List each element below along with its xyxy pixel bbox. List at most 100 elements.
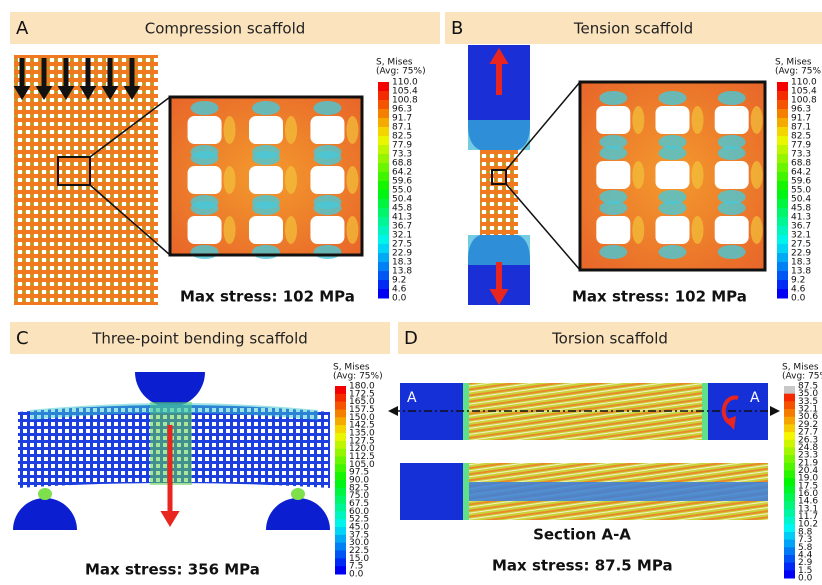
stress-mid — [224, 116, 236, 144]
stress-low — [599, 91, 627, 105]
stress-transition — [468, 235, 530, 265]
legend-swatch — [784, 463, 795, 471]
legend-swatch — [777, 163, 788, 173]
legend-swatch — [777, 181, 788, 191]
legend-swatch — [335, 535, 346, 543]
legend-swatch — [378, 163, 389, 173]
stress-low — [718, 91, 746, 105]
legend-swatch — [784, 563, 795, 571]
legend-swatch — [784, 509, 795, 517]
pore — [249, 166, 283, 194]
legend-swatch — [784, 470, 795, 478]
top-support — [135, 372, 205, 407]
legend-swatch — [335, 488, 346, 496]
legend-swatch — [777, 208, 788, 218]
stress-low — [252, 151, 280, 165]
pore — [656, 216, 690, 244]
legend-swatch — [784, 386, 795, 394]
legend-swatch — [378, 271, 389, 281]
legend-swatch — [378, 100, 389, 110]
legend-swatch — [335, 410, 346, 418]
stress-low — [252, 201, 280, 215]
legend-swatch — [378, 118, 389, 128]
legend-swatch — [378, 226, 389, 236]
legend-swatch — [378, 208, 389, 218]
pore — [596, 216, 630, 244]
stress-low — [599, 245, 627, 259]
panel-title: Compression scaffold — [145, 20, 306, 38]
arrow-head — [160, 511, 179, 527]
legend-swatch — [335, 433, 346, 441]
pore — [656, 161, 690, 189]
panel-letter: A — [16, 18, 29, 39]
legend-swatch — [784, 524, 795, 532]
legend-swatch — [777, 82, 788, 92]
legend-header: (Avg: 75%) — [782, 372, 822, 382]
legend-swatch — [335, 511, 346, 519]
legend-swatch — [777, 136, 788, 146]
legend-swatch — [777, 127, 788, 137]
panel-letter: C — [16, 328, 29, 349]
stress-low — [659, 201, 687, 215]
legend-swatch — [784, 486, 795, 494]
stress-low — [313, 245, 341, 259]
stress-mid — [751, 106, 763, 134]
stress-mid — [285, 166, 297, 194]
section-arrow — [770, 406, 780, 416]
legend-label: 0.0 — [349, 570, 364, 580]
stress-mid — [692, 106, 704, 134]
legend-swatch — [784, 540, 795, 548]
max-stress: Max stress: 356 MPa — [85, 561, 260, 579]
stress-low — [313, 151, 341, 165]
section-arrow — [388, 406, 398, 416]
legend-swatch — [378, 154, 389, 164]
legend-swatch — [378, 244, 389, 254]
legend-swatch — [378, 82, 389, 92]
legend-swatch — [335, 519, 346, 527]
section-mark: A — [407, 390, 417, 406]
legend-swatch — [335, 543, 346, 551]
legend-label: 0.0 — [798, 574, 813, 584]
legend-swatch — [335, 386, 346, 394]
stress-low — [313, 101, 341, 115]
legend-swatch — [378, 181, 389, 191]
section-title: Section A-A — [533, 526, 631, 544]
panel-letter: B — [451, 18, 463, 39]
stress-mid — [632, 161, 644, 189]
legend-swatch — [378, 262, 389, 272]
legend-swatch — [784, 570, 795, 578]
contact-stress — [291, 488, 305, 500]
stress-mid — [751, 161, 763, 189]
panel-title: Torsion scaffold — [551, 330, 668, 348]
contact-stress — [38, 488, 52, 500]
stress-low — [191, 101, 219, 115]
legend-header: (Avg: 75%) — [775, 67, 822, 77]
legend-swatch — [378, 109, 389, 119]
panel-title: Tension scaffold — [573, 20, 693, 38]
edge-stress — [463, 463, 469, 520]
legend-swatch — [378, 127, 389, 137]
legend-swatch — [335, 566, 346, 574]
legend-swatch — [335, 464, 346, 472]
stress-low — [659, 146, 687, 160]
max-stress: Max stress: 87.5 MPa — [492, 557, 673, 575]
stress-mid — [285, 216, 297, 244]
legend-swatch — [784, 455, 795, 463]
legend-swatch — [784, 478, 795, 486]
legend-swatch — [777, 154, 788, 164]
legend-swatch — [784, 501, 795, 509]
legend-swatch — [784, 532, 795, 540]
legend-swatch — [335, 558, 346, 566]
legend-swatch — [378, 235, 389, 245]
max-stress: Max stress: 102 MPa — [572, 288, 747, 306]
pore — [715, 216, 749, 244]
legend-swatch — [777, 199, 788, 209]
stress-mid — [692, 161, 704, 189]
legend-swatch — [335, 402, 346, 410]
legend-swatch — [784, 440, 795, 448]
legend-swatch — [335, 417, 346, 425]
legend-swatch — [335, 457, 346, 465]
legend-header: (Avg: 75%) — [333, 372, 383, 382]
legend-swatch — [777, 280, 788, 290]
legend-swatch — [335, 441, 346, 449]
